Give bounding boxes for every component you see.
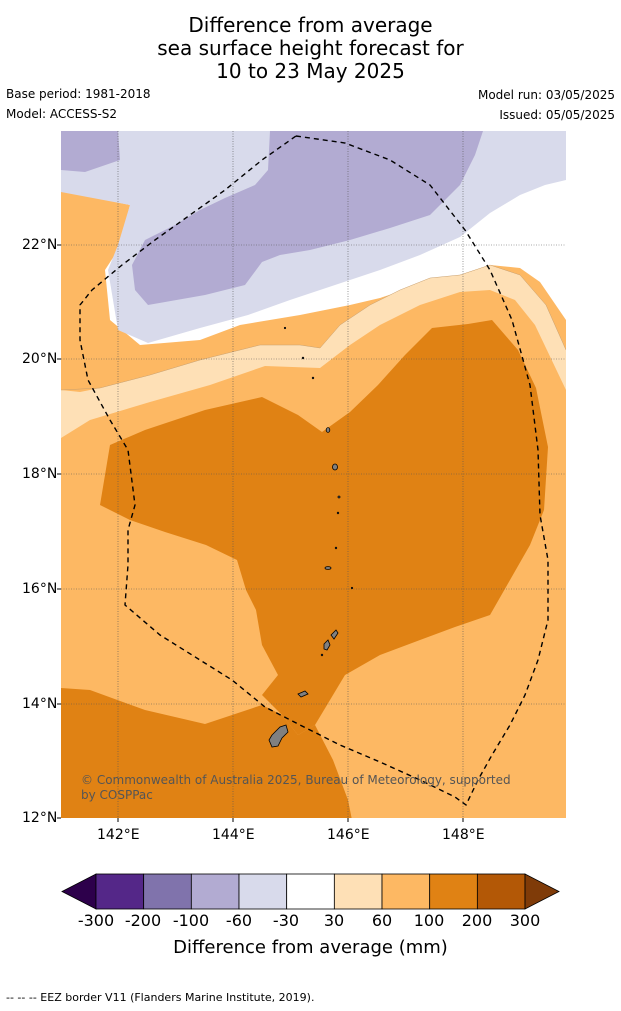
colorbar-tick-6: 60 [371, 911, 393, 930]
island-asuncion [325, 427, 331, 433]
island-maug [311, 376, 315, 380]
lat-label-16n: 16°N [22, 581, 58, 597]
eez-footer-note: -- -- -- EEZ border V11 (Flanders Marine… [6, 991, 315, 1004]
lon-label-148e: 148°E [442, 827, 485, 843]
colorbar-swatch [190, 873, 240, 910]
anomaly-region-minus-60-100 [132, 131, 483, 305]
island-north [283, 326, 287, 330]
island-guguan [336, 511, 340, 515]
eez-border [79, 135, 549, 807]
lon-label-142e: 142°E [97, 827, 140, 843]
colorbar-swatch [381, 873, 431, 910]
colorbar-extend-min [61, 873, 97, 910]
colorbar-tick-7: 100 [413, 911, 445, 930]
lat-label-12n: 12°N [22, 810, 58, 826]
islands [268, 326, 354, 748]
title-line-3: 10 to 23 May 2025 [216, 59, 405, 83]
lat-label-18n: 18°N [22, 466, 58, 482]
colorbar-tick-2: -100 [172, 911, 210, 930]
lon-label-144e: 144°E [212, 827, 255, 843]
island-sarigan [334, 546, 338, 550]
colorbar-tick-8: 200 [461, 911, 493, 930]
colorbar-tick-4: -30 [272, 911, 300, 930]
map-title: Difference from average sea surface heig… [0, 14, 621, 83]
colorbar-swatch [333, 873, 383, 910]
colorbar-tick-1: -200 [124, 911, 162, 930]
model-text: Model: ACCESS-S2 [6, 107, 118, 121]
colorbar-label: Difference from average (mm) [173, 937, 448, 958]
axis-ticks [57, 244, 464, 822]
copyright-text: © Commonwealth of Australia 2025, Bureau… [81, 773, 511, 802]
colorbar-swatch [476, 873, 526, 910]
colorbar-tick-3: -60 [225, 911, 253, 930]
colorbar-swatch [95, 873, 145, 910]
island-pagan [332, 463, 338, 471]
lat-label-20n: 20°N [22, 351, 58, 367]
colorbar-extend-max [524, 873, 560, 910]
anomaly-region-minus-60-100-nw [61, 131, 120, 172]
island-alamagan [337, 495, 341, 499]
issued-text: Issued: 05/05/2025 [499, 108, 615, 122]
title-line-1: Difference from average [188, 13, 433, 37]
island-farallon [350, 586, 354, 590]
lon-label-146e: 146°E [327, 827, 370, 843]
colorbar-tick-9: 300 [509, 911, 541, 930]
anomaly-region-100-200-south [61, 688, 352, 818]
island-rota [297, 690, 309, 698]
contour-line-30 [61, 264, 566, 391]
colorbar-swatch [143, 873, 192, 910]
colorbar-swatch [238, 873, 288, 910]
island-anatahan [324, 566, 332, 570]
colorbar-swatch [429, 873, 478, 910]
island-guam [268, 724, 289, 748]
anomaly-region-100-200 [100, 320, 548, 735]
graticule [61, 131, 566, 818]
colorbar-swatch [286, 873, 335, 910]
base-period-text: Base period: 1981-2018 [6, 87, 151, 101]
title-line-2: sea surface height forecast for [157, 36, 464, 60]
model-run-text: Model run: 03/05/2025 [477, 88, 615, 102]
lat-label-22n: 22°N [22, 237, 58, 253]
colorbar-tick-0: -300 [77, 911, 115, 930]
island-aguijan [320, 653, 324, 657]
island-uracas [301, 356, 305, 360]
lat-label-14n: 14°N [22, 696, 58, 712]
colorbar-tick-5: 30 [323, 911, 345, 930]
island-tinian [323, 639, 331, 651]
island-saipan [330, 629, 339, 640]
